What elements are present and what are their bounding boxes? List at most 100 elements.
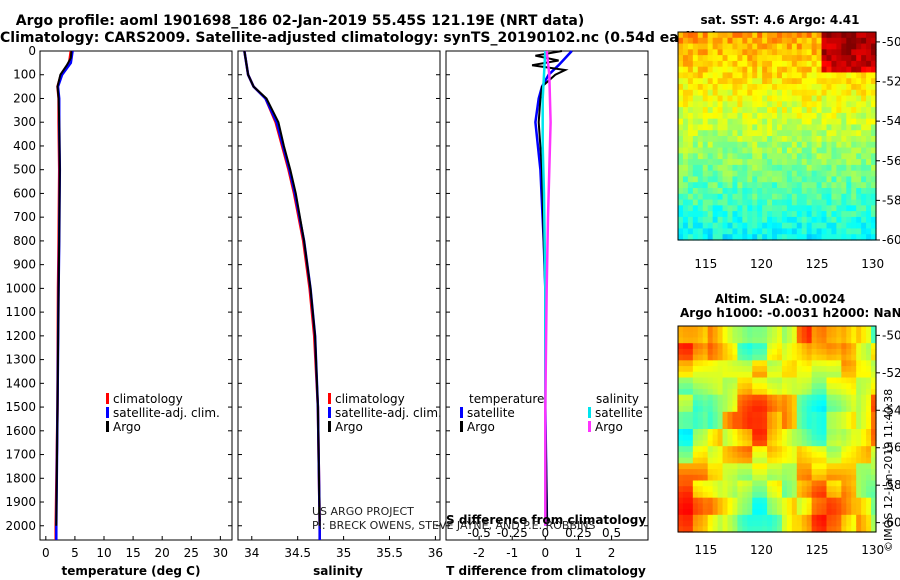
sla-map-cell <box>683 521 689 527</box>
sst-map-cell <box>723 176 729 182</box>
sst-map-cell <box>777 217 783 223</box>
sla-map-cell <box>737 372 743 378</box>
sst-map-cell <box>866 124 872 130</box>
sst-map-cell <box>802 148 808 154</box>
sst-map-cell <box>688 182 694 188</box>
sst-map-cell <box>817 107 823 113</box>
sst-map-cell <box>797 176 803 182</box>
sst-map-cell <box>757 148 763 154</box>
depth-tick-label: 1400 <box>5 376 36 390</box>
sla-map-cell <box>713 440 719 446</box>
sla-map-cell <box>792 395 798 401</box>
sst-map-cell <box>822 165 828 171</box>
sst-map-cell <box>678 211 684 217</box>
sla-map-cell <box>817 383 823 389</box>
sla-map-cell <box>807 446 813 452</box>
sla-map-cell <box>693 372 699 378</box>
sla-map-cell <box>846 332 852 338</box>
sst-map-cell <box>683 148 689 154</box>
sla-map-cell <box>732 486 738 492</box>
sla-map-cell <box>708 452 714 458</box>
sst-map-cell <box>742 67 748 73</box>
sla-map-cell <box>831 475 837 481</box>
sst-map-title: sat. SST: 4.6 Argo: 4.41 <box>680 13 880 27</box>
sla-map-cell <box>831 429 837 435</box>
sla-map-cell <box>683 412 689 418</box>
sla-map-cell <box>797 481 803 487</box>
sla-map-cell <box>841 475 847 481</box>
sla-map-cell <box>693 486 699 492</box>
sst-map-cell <box>718 61 724 67</box>
sst-map-cell <box>802 217 808 223</box>
sla-map-cell <box>742 492 748 498</box>
sst-map-cell <box>757 223 763 229</box>
sla-map-cell <box>817 475 823 481</box>
sla-map-cell <box>683 389 689 395</box>
sst-map-cell <box>782 113 788 119</box>
sla-map-cell <box>732 463 738 469</box>
sla-map-cell <box>851 503 857 509</box>
sst-map-cell <box>856 124 862 130</box>
sla-map-cell <box>728 463 734 469</box>
sst-map-cell <box>802 223 808 229</box>
sla-map-cell <box>807 509 813 515</box>
sla-map-cell <box>698 372 704 378</box>
sst-map-cell <box>723 101 729 107</box>
sst-map-cell <box>792 182 798 188</box>
sst-map-cell <box>728 159 734 165</box>
sst-map-cell <box>732 165 738 171</box>
sla-map-cell <box>767 400 773 406</box>
sla-map-cell <box>836 400 842 406</box>
sla-map-cell <box>762 475 768 481</box>
sla-map-cell <box>698 343 704 349</box>
sla-map-cell <box>732 389 738 395</box>
sst-map-cell <box>777 49 783 55</box>
sst-map-cell <box>841 38 847 44</box>
sst-map-cell <box>802 107 808 113</box>
sla-map-cell <box>792 355 798 361</box>
sla-map-cell <box>728 366 734 372</box>
sst-map-cell <box>772 107 778 113</box>
sla-map-cell <box>851 406 857 412</box>
sst-map-cell <box>762 228 768 234</box>
sst-map-cell <box>851 107 857 113</box>
sla-map-cell <box>777 378 783 384</box>
sla-map-cell <box>742 498 748 504</box>
sla-map-cell <box>683 486 689 492</box>
sst-map-cell <box>827 113 833 119</box>
sst-map-cell <box>723 61 729 67</box>
sst-map-cell <box>737 148 743 154</box>
sst-map-cell <box>787 90 793 96</box>
sst-map-cell <box>728 228 734 234</box>
sst-map-cell <box>678 200 684 206</box>
sla-map-cell <box>831 435 837 441</box>
sla-map-cell <box>678 521 684 527</box>
sla-map-cell <box>683 337 689 343</box>
sla-map-cell <box>817 481 823 487</box>
sst-map-cell <box>817 84 823 90</box>
sla-map-cell <box>812 389 818 395</box>
sst-map-cell <box>802 84 808 90</box>
sla-map-cell <box>747 481 753 487</box>
sla-map-cell <box>817 360 823 366</box>
sla-map-cell <box>732 372 738 378</box>
sst-map-cell <box>792 67 798 73</box>
sst-map-cell <box>787 38 793 44</box>
sst-map-cell <box>822 124 828 130</box>
sst-map-cell <box>856 176 862 182</box>
sst-map-cell <box>678 217 684 223</box>
sst-map-cell <box>767 113 773 119</box>
sla-map-cell <box>787 389 793 395</box>
sst-map-cell <box>772 136 778 142</box>
sla-map-cell <box>678 372 684 378</box>
sst-map-cell <box>861 223 867 229</box>
sla-map-cell <box>817 349 823 355</box>
sst-map-cell <box>851 165 857 171</box>
sst-map-cell <box>737 182 743 188</box>
sst-map-cell <box>683 182 689 188</box>
sst-map-cell <box>851 113 857 119</box>
sst-map-cell <box>747 44 753 50</box>
sst-map-cell <box>757 194 763 200</box>
sla-map-cell <box>866 498 872 504</box>
sla-map-cell <box>742 463 748 469</box>
